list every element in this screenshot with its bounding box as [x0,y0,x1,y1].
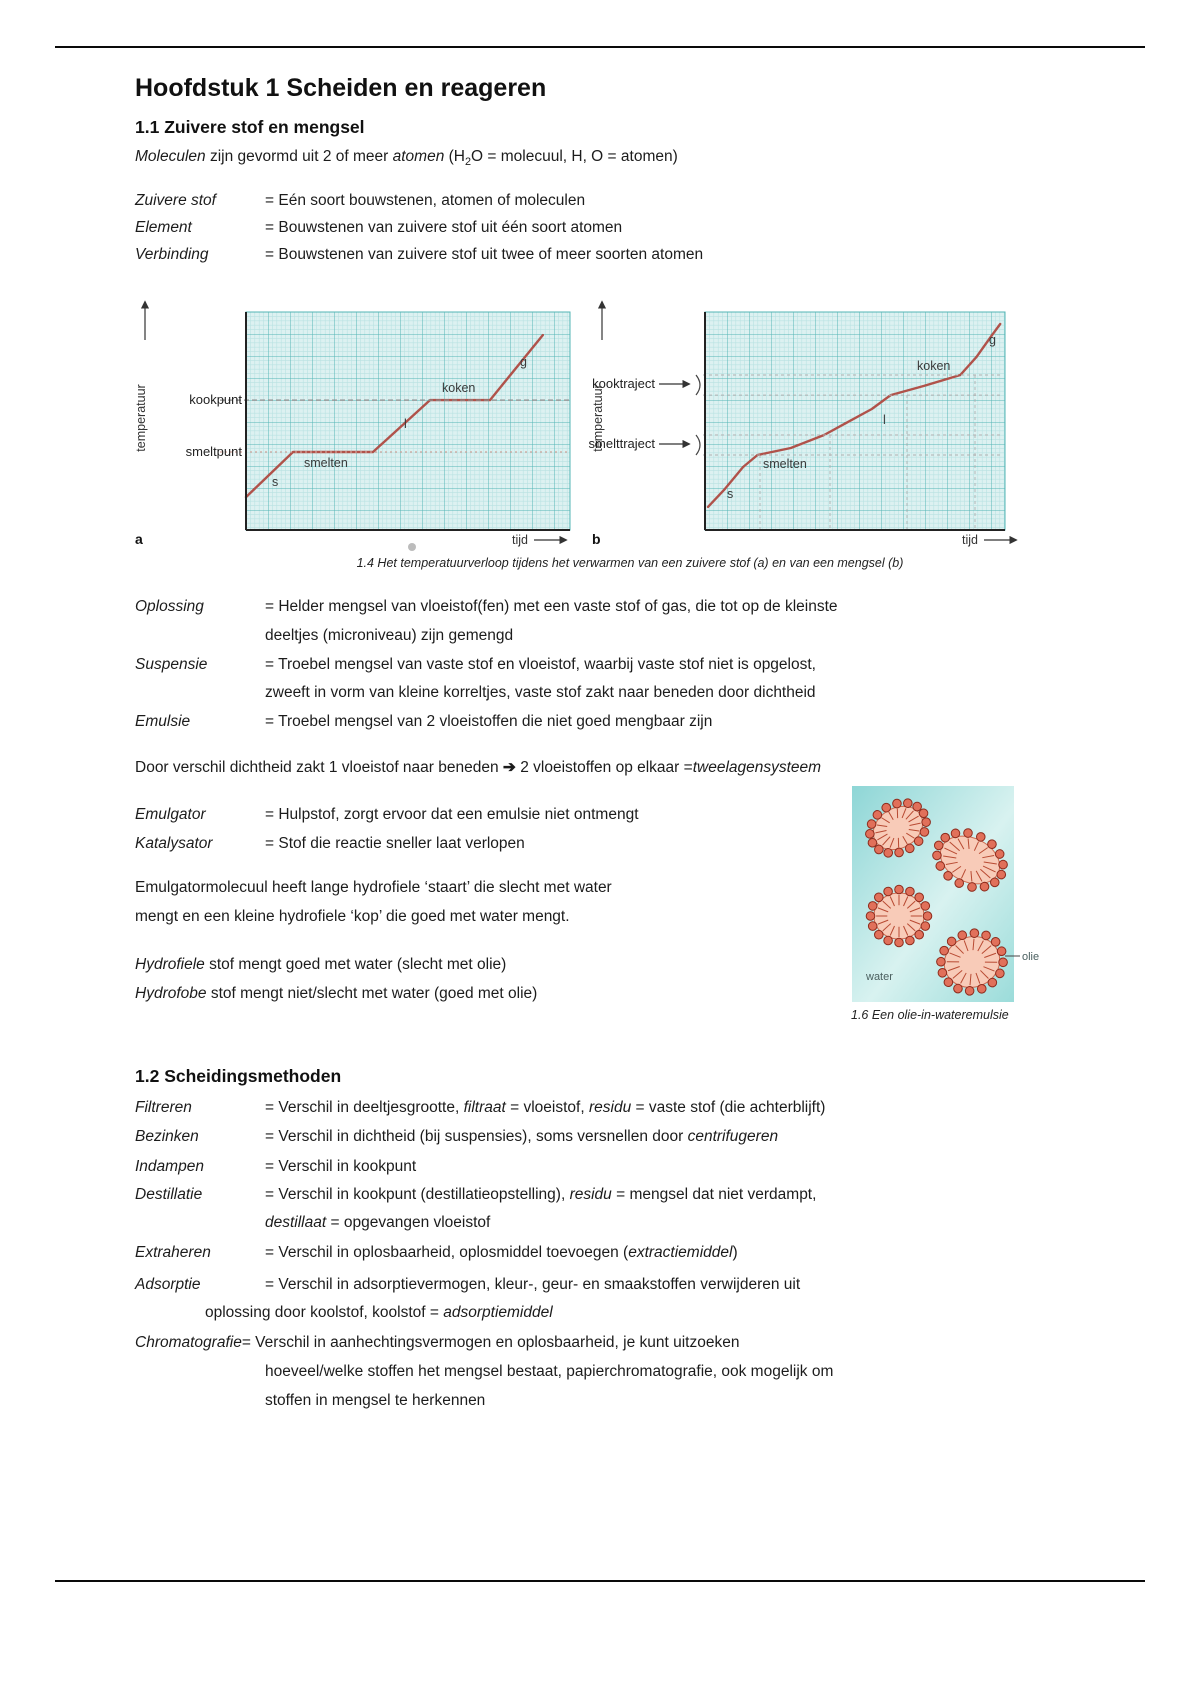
reference-lines-a [220,399,570,453]
text-line: stoffen in mengsel te herkennen [265,1392,486,1409]
text-line: = Eén soort bouwstenen, atomen of molecu… [265,192,586,209]
oil-label: olie [1022,951,1039,963]
section-1-heading: 1.1 Zuivere stof en mengsel [135,117,365,137]
text-line: = Verschil in kookpunt [265,1158,417,1175]
oil-droplet [932,828,1008,892]
oil-droplet [936,928,1008,996]
text-line: = Verschil in adsorptievermogen, kleur-,… [265,1276,801,1293]
panel-label-a: a [135,531,143,547]
phase-label-melting-b: smelten [763,457,807,471]
text-line: Bezinken [135,1128,199,1145]
phase-label-gas-b: g [989,333,996,347]
text-line: Destillatie [135,1186,203,1203]
boiling-point-label: kookpunt [189,392,242,407]
heating-curve-chart-pure-substance: s smelten l koken g temperatuur kookpunt… [134,300,571,551]
melting-point-label: smeltpunt [186,444,243,459]
text-line: oplossing door koolstof, koolstof = adso… [205,1304,553,1321]
top-rule [55,46,1145,48]
chapter-title: Hoofdstuk 1 Scheiden en reageren [135,74,547,102]
text-line: = Stof die reactie sneller laat verlopen [265,835,525,852]
phase-label-gas-a: g [520,355,527,369]
phase-label-boiling-a: koken [442,381,475,395]
water-label: water [865,971,893,983]
plot-area-b: s smelten l koken g [704,311,1006,531]
bottom-rule [55,1580,1145,1582]
text-line: Hydrofobe stof mengt niet/slecht met wat… [135,985,538,1002]
oil-droplet [865,884,933,948]
text-line: Indampen [135,1158,204,1175]
text-line: Extraheren [135,1244,211,1261]
text-line: destillaat = opgevangen vloeistof [265,1214,491,1231]
text-line: Katalysator [135,835,213,852]
emulsion-illustration: water olie [852,786,1039,1002]
phase-label-boiling-b: koken [917,359,950,373]
heating-curve-a [244,333,544,499]
text-line: zweeft in vorm van kleine korreltjes, va… [265,684,816,701]
text-line: Door verschil dichtheid zakt 1 vloeistof… [135,759,822,776]
text-line: hoeveel/welke stoffen het mengsel bestaa… [265,1363,834,1380]
phase-label-solid-b: s [727,487,733,501]
figure-1-6-caption: 1.6 Een olie-in-wateremulsie [851,1008,1009,1022]
text-line: = Verschil in deeltjesgrootte, filtraat … [265,1099,826,1116]
text-line: = Verschil in dichtheid (bij suspensies)… [265,1128,779,1145]
section-2-heading: 1.2 Scheidingsmethoden [135,1066,342,1086]
text-line: Hydrofiele stof mengt goed met water (sl… [135,956,507,973]
text-line: = Bouwstenen van zuivere stof uit één so… [265,219,623,236]
oil-droplet [865,798,931,858]
text-line: Zuivere stof [135,192,216,209]
text-line: Moleculen zijn gevormd uit 2 of meer ato… [135,148,678,169]
text-line: deeltjes (microniveau) zijn gemengd [265,627,514,644]
phase-label-solid-a: s [272,475,278,489]
text-line: Oplossing [135,598,204,615]
boiling-range-label: kooktraject [592,376,655,391]
text-line: = Bouwstenen van zuivere stof uit twee o… [265,246,704,263]
boiling-range-bracket [695,374,701,396]
text-line: Emulsie [135,713,191,730]
text-line: Emulgator [135,806,206,823]
text-line: = Verschil in oplosbaarheid, oplosmiddel… [265,1244,738,1261]
text-line: Verbinding [135,246,209,263]
text-line: = Helder mengsel van vloeistof(fen) met … [265,598,838,615]
oil-droplets [865,798,1008,996]
text-line: mengt en een kleine hydrofiele ‘kop’ die… [135,908,570,925]
text-line: = Troebel mengsel van 2 vloeistoffen die… [265,713,713,730]
text-line: Element [135,219,192,236]
text-line: Suspensie [135,656,208,673]
text-line: Emulgatormolecuul heeft lange hydrofiele… [135,879,612,896]
phase-label-liquid-a: l [404,417,407,431]
x-axis-label-a: tijd [512,533,528,547]
plot-area-a: s smelten l koken g [244,311,571,531]
melting-range-bracket [695,434,701,456]
reference-bands-b [703,374,1003,456]
x-axis-label-b: tijd [962,533,978,547]
text-line: = Troebel mengsel van vaste stof en vloe… [265,656,816,673]
text-line: Chromatografie= Verschil in aanhechtings… [135,1334,740,1351]
page-artifact-dot [408,543,416,551]
text-line: Adsorptie [135,1276,201,1293]
heating-curve-chart-mixture: s smelten l koken g temperatuur kooktraj… [589,300,1018,547]
panel-label-b: b [592,531,601,547]
phase-label-liquid-b: l [883,413,886,427]
phase-label-melting-a: smelten [304,456,348,470]
y-axis-label-a: temperatuur [134,384,148,451]
text-line: = Hulpstof, zorgt ervoor dat een emulsie… [265,806,639,823]
text-line: = Verschil in kookpunt (destillatieopste… [265,1186,817,1203]
y-axis-label-b: temperatuur [591,384,605,451]
figure-1-4-caption: 1.4 Het temperatuurverloop tijdens het v… [356,556,904,570]
melting-range-label: smelttraject [589,436,656,451]
heating-curve-b [706,322,1002,509]
text-line: Filtreren [135,1099,192,1116]
